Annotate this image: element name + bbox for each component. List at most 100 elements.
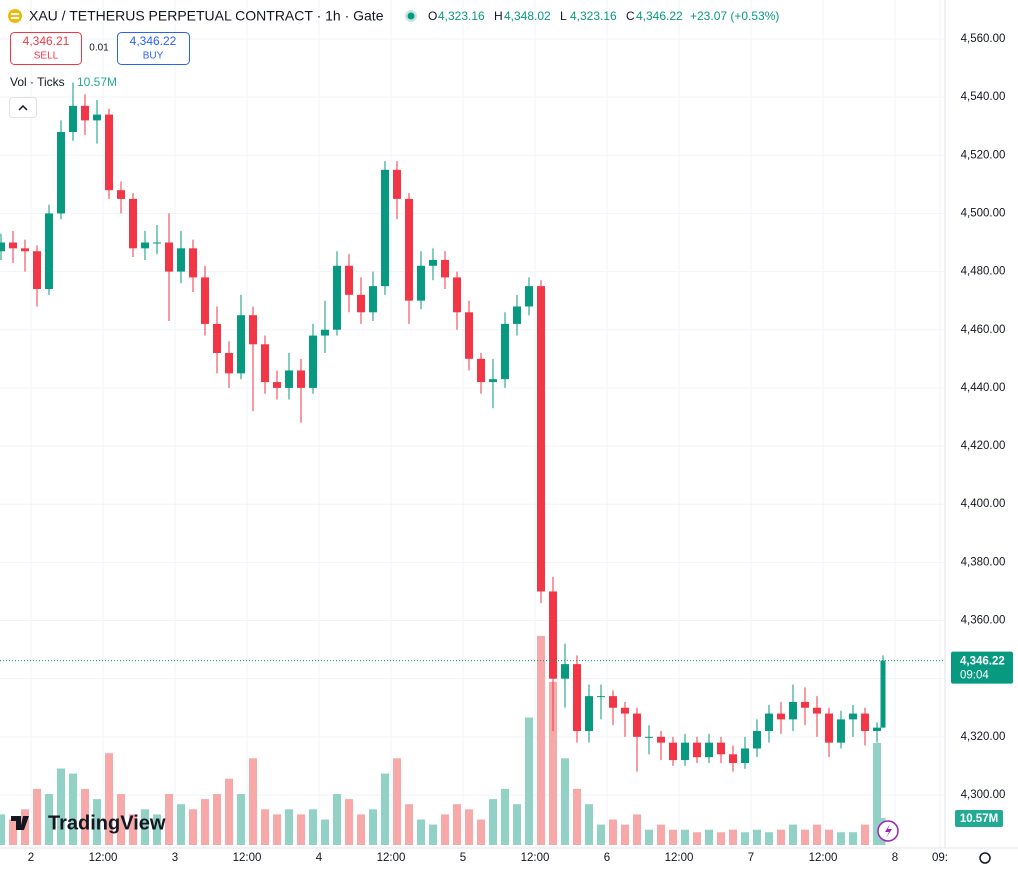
volume-bar [813,824,821,845]
x-tick-label: 3 [172,852,178,864]
candle-body [453,277,461,313]
x-tick-label: 12:00 [233,852,262,864]
candle-body [9,242,17,249]
logo-bar [11,17,19,19]
buy-button[interactable] [117,32,190,65]
price-tag-countdown: 09:04 [960,670,989,682]
candle-body [465,312,473,359]
candle-body [597,696,605,698]
x-tick-label: 7 [748,852,754,864]
x-tick-label: 12:00 [665,852,694,864]
ohlc-key: H [494,9,503,23]
sell-button[interactable] [10,32,82,65]
candle-body [165,242,173,272]
candle-body [45,213,53,290]
candle-body [873,727,881,732]
ohlc-value: 4,346.22 [636,9,683,23]
y-tick-label: 4,300.00 [961,789,1006,801]
candle-body [801,701,809,708]
watermark-logo [11,816,29,830]
volume-bar [393,758,401,845]
price-tag [951,651,1013,684]
volume-bar [0,814,5,845]
volume-bar [33,788,41,845]
candle-body [861,713,869,732]
candle-body [0,242,5,252]
candle-body [645,736,653,738]
volume-bar [633,814,641,845]
candle-body [477,358,485,383]
candle-body [117,190,125,199]
spread: 0.01 [89,43,109,54]
candle-body [33,251,41,290]
volume-bar [597,824,605,845]
volume-bar [465,809,473,845]
ohlc-key: L [560,9,567,23]
y-tick-label: 4,560.00 [961,33,1006,45]
volume-bar [165,794,173,845]
volume-bar [45,794,53,845]
candle-body [537,286,545,592]
price-tag-value: 4,346.22 [960,656,1005,668]
candle-body [357,294,365,313]
candle-body [141,242,149,249]
collapse-button[interactable] [9,97,37,118]
volume-bar [57,768,65,845]
candle-body [57,132,65,214]
candle-body [381,169,389,287]
candle-body [753,731,761,749]
volume-bar [69,773,77,845]
volume-bar [429,824,437,845]
candle-body [561,664,569,679]
candle-body [201,277,209,324]
volume-bar [789,824,797,845]
change: +23.07 (+0.53%) [690,9,779,23]
x-tick-label: 6 [604,852,610,864]
candle-body [321,329,329,336]
volume-layer [0,635,886,845]
candle-body [105,114,113,191]
buy-label: BUY [143,51,164,62]
candle-body [825,713,833,743]
candle-body [633,713,641,737]
x-tick-label: 12:00 [521,852,550,864]
y-tick-label: 4,460.00 [961,324,1006,336]
candle-body [789,701,797,720]
settings-icon[interactable] [979,852,991,864]
volume-bar [861,824,869,845]
y-tick-label: 4,380.00 [961,556,1006,568]
volume-bar [489,799,497,845]
volume-tag-value: 10.57M [960,813,998,825]
candle-body [705,742,713,758]
lightning [885,824,892,838]
volume-bar [753,829,761,845]
x-tick-label: 09: [932,852,948,864]
candle-body [249,315,257,345]
candle-body [669,742,677,761]
volume-bar [741,832,749,845]
volume-bar [729,829,737,845]
buy-price: 4,346.22 [130,34,177,48]
volume-bar [657,824,665,845]
volume-bar [285,809,293,845]
volume-bar [645,829,653,845]
volume-bar [477,819,485,845]
y-tick-label: 4,420.00 [961,440,1006,452]
volume-bar [321,819,329,845]
volume-bar [525,717,533,845]
volume-bar [453,804,461,845]
status-dot [407,12,415,20]
candle-body [273,382,281,388]
volume-bar [765,832,773,845]
volume-bar [717,832,725,845]
candle-body [405,198,413,301]
candle-body [333,265,341,330]
volume-bar [129,814,137,845]
candle-body [621,707,629,714]
symbol-logo [8,9,22,23]
volume-bar [201,799,209,845]
volume-tag [955,810,1003,828]
volume-bar [825,829,833,845]
